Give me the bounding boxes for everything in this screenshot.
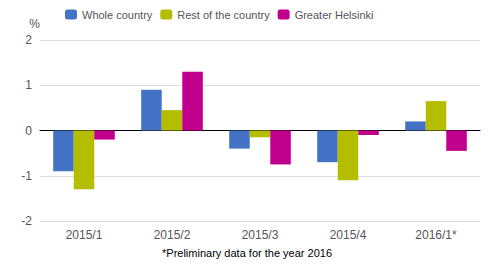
svg-text:Greater Helsinki: Greater Helsinki: [295, 9, 374, 21]
svg-text:Rest of the country: Rest of the country: [177, 9, 270, 21]
svg-text:-1: -1: [21, 169, 32, 183]
svg-text:*Preliminary data for the year: *Preliminary data for the year 2016: [162, 247, 332, 259]
svg-text:2015/3: 2015/3: [242, 228, 279, 242]
svg-text:0: 0: [25, 124, 32, 138]
svg-text:2015/4: 2015/4: [330, 228, 367, 242]
svg-text:2015/2: 2015/2: [154, 228, 191, 242]
svg-text:2: 2: [25, 33, 32, 47]
svg-text:1: 1: [25, 78, 32, 92]
svg-text:Whole country: Whole country: [82, 9, 153, 21]
svg-text:-2: -2: [21, 214, 32, 228]
svg-text:%: %: [29, 17, 40, 31]
svg-text:2016/1*: 2016/1*: [415, 228, 457, 242]
svg-text:2015/1: 2015/1: [66, 228, 103, 242]
